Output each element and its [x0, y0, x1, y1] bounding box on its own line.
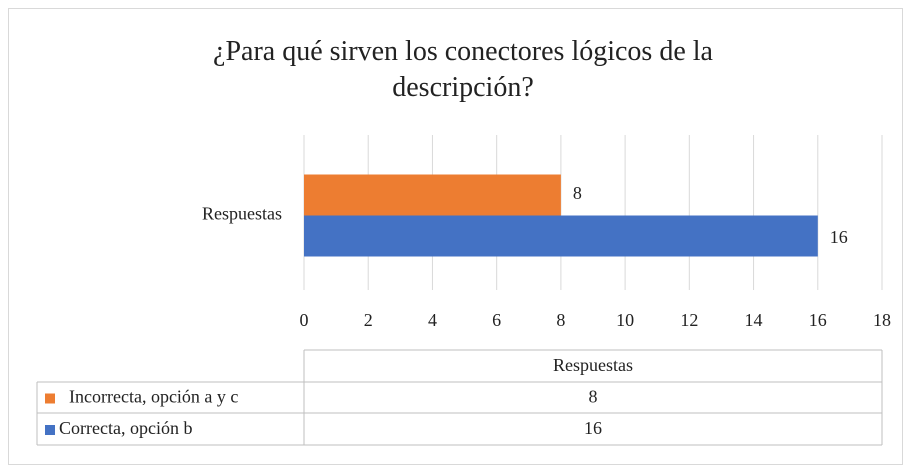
x-tick-label: 4	[428, 310, 437, 330]
x-tick-label: 12	[680, 310, 698, 330]
legend-label: Incorrecta, opción a y c	[69, 387, 238, 407]
x-tick-label: 8	[556, 310, 565, 330]
chart-title: ¿Para qué sirven los conectores lógicos …	[213, 36, 713, 103]
legend-swatch	[45, 393, 55, 404]
x-tick-label: 14	[745, 310, 763, 330]
x-tick-label: 10	[616, 310, 634, 330]
x-tick-label: 6	[492, 310, 501, 330]
table-value: 16	[584, 418, 602, 438]
legend-swatch	[45, 425, 55, 435]
y-tick-label: Respuestas	[202, 204, 282, 224]
x-tick-label: 0	[300, 310, 309, 330]
bar	[304, 215, 818, 257]
table-header: Respuestas	[553, 355, 633, 375]
data-label: 16	[830, 227, 848, 247]
data-label: 8	[573, 183, 582, 203]
table-value: 8	[589, 387, 598, 407]
x-tick-label: 16	[809, 310, 827, 330]
bar	[304, 174, 561, 216]
x-tick-label: 18	[873, 310, 891, 330]
x-tick-label: 2	[364, 310, 373, 330]
legend-label: Correcta, opción b	[59, 418, 192, 438]
